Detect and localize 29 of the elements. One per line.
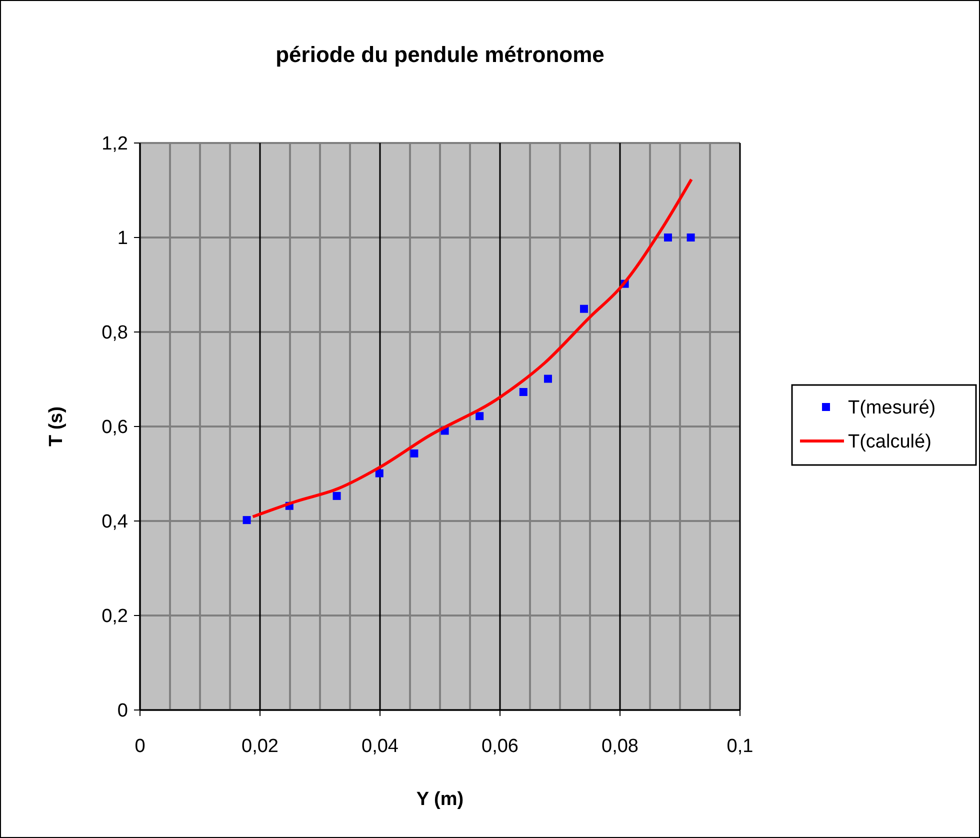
x-axis-title: Y (m) — [416, 789, 464, 810]
x-tick-label: 0 — [134, 736, 146, 757]
point — [544, 374, 552, 383]
x-tick-label: 0,1 — [726, 736, 754, 757]
y-tick-label: 1,2 — [102, 134, 128, 155]
point — [686, 234, 695, 242]
y-tick-label: 1 — [117, 228, 128, 250]
y-axis-title: T (s) — [46, 406, 67, 447]
point — [519, 388, 528, 396]
y-tick-label: 0,2 — [102, 606, 128, 628]
y-tick-label: 0 — [117, 700, 128, 722]
y-tick-label: 0,6 — [102, 417, 128, 438]
point — [476, 412, 484, 420]
line-series — [251, 178, 693, 518]
y-tick-label: 0,8 — [102, 322, 128, 344]
point — [332, 492, 341, 500]
chart-title: période du pendule métronome — [276, 42, 604, 67]
point — [664, 234, 672, 242]
x-tick-label: 0,04 — [362, 736, 399, 757]
point — [410, 449, 418, 458]
point — [242, 516, 251, 524]
x-tick-label: 0,08 — [602, 736, 638, 757]
x-tick-label: 0,06 — [482, 736, 518, 757]
y-tick-label: 0,4 — [102, 512, 128, 533]
point — [375, 469, 384, 478]
x-tick-label: 0,02 — [242, 736, 278, 757]
point — [580, 304, 588, 313]
legend-label: T(calculé) — [848, 432, 932, 453]
legend-label: T(mesuré) — [848, 398, 936, 419]
